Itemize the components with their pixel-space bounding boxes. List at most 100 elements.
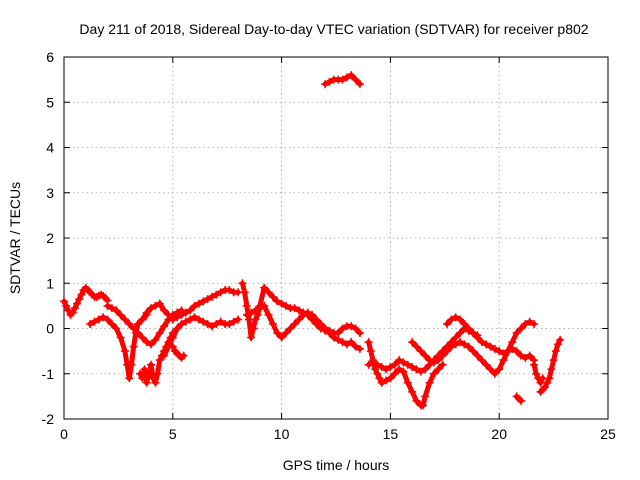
data-point [521, 353, 530, 362]
data-point [129, 324, 138, 333]
y-tick-label: 3 [46, 185, 54, 201]
data-point [199, 297, 208, 306]
data-point [553, 340, 562, 349]
data-point [482, 360, 491, 369]
data-point [434, 365, 443, 374]
data-point [364, 360, 373, 369]
data-point [399, 358, 408, 367]
series-s9 [242, 301, 364, 353]
data-point [86, 319, 95, 328]
data-point [238, 279, 247, 288]
data-point [403, 360, 412, 369]
data-point [540, 383, 549, 392]
data-point [373, 369, 382, 378]
data-point [425, 356, 434, 365]
data-point [155, 299, 164, 308]
data-point [464, 342, 473, 351]
data-point [242, 310, 251, 319]
data-point [260, 301, 269, 310]
data-point [408, 338, 417, 347]
data-point [68, 308, 77, 317]
data-point [168, 342, 177, 351]
data-point [75, 295, 84, 304]
data-point [153, 369, 162, 378]
series-s1 [60, 283, 112, 319]
x-tick-label: 20 [491, 426, 507, 442]
data-point [160, 322, 169, 331]
data-point [329, 333, 338, 342]
data-point [277, 299, 286, 308]
data-point [179, 351, 188, 360]
data-point [516, 396, 525, 405]
data-point [194, 299, 203, 308]
data-point [456, 329, 465, 338]
data-point [451, 333, 460, 342]
data-point [342, 73, 351, 82]
data-point [543, 378, 552, 387]
data-point [371, 365, 380, 374]
data-point [545, 374, 554, 383]
data-point [303, 308, 312, 317]
data-point [229, 317, 238, 326]
data-point [181, 317, 190, 326]
series-s16 [530, 360, 547, 387]
data-point [347, 338, 356, 347]
data-point [151, 301, 160, 310]
data-point [473, 351, 482, 360]
data-point [129, 342, 138, 351]
data-point [512, 347, 521, 356]
data-point [155, 356, 164, 365]
data-point [181, 308, 190, 317]
data-point [203, 295, 212, 304]
data-point [177, 319, 186, 328]
data-point [133, 319, 142, 328]
data-point [421, 351, 430, 360]
data-point [421, 365, 430, 374]
data-point [273, 329, 282, 338]
data-point [416, 347, 425, 356]
y-axis-label: SDTVAR / TECUs [7, 182, 23, 294]
data-point [447, 315, 456, 324]
data-point [473, 333, 482, 342]
data-point [532, 369, 541, 378]
data-point [512, 329, 521, 338]
axis-ticks: 0 5 10 15 20 25 -2 -1 0 1 2 3 4 5 6 [42, 49, 616, 442]
data-point [351, 75, 360, 84]
y-tick-label: 2 [46, 230, 54, 246]
data-point [281, 301, 290, 310]
data-point [249, 324, 258, 333]
data-point [120, 315, 129, 324]
data-point [107, 304, 116, 313]
x-tick-label: 15 [383, 426, 399, 442]
data-point [442, 319, 451, 328]
data-point [107, 319, 116, 328]
data-point [390, 360, 399, 369]
data-point [351, 342, 360, 351]
data-point [116, 310, 125, 319]
y-tick-label: 1 [46, 275, 54, 291]
data-point [503, 347, 512, 356]
data-point [251, 306, 260, 315]
data-point [451, 313, 460, 322]
data-point [486, 342, 495, 351]
data-point [316, 319, 325, 328]
y-tick-label: -2 [42, 411, 55, 427]
data-point [334, 335, 343, 344]
plot-frame [63, 56, 609, 420]
data-point [403, 378, 412, 387]
data-point [281, 329, 290, 338]
data-point [395, 356, 404, 365]
data-point [125, 319, 134, 328]
data-point [168, 315, 177, 324]
data-point [240, 288, 249, 297]
data-point [253, 310, 262, 319]
data-point [112, 306, 121, 315]
data-point [460, 319, 469, 328]
data-point [456, 338, 465, 347]
data-point [103, 315, 112, 324]
data-point [199, 317, 208, 326]
data-point [508, 344, 517, 353]
y-tick-label: 4 [46, 140, 54, 156]
data-point [429, 358, 438, 367]
data-point [147, 360, 156, 369]
